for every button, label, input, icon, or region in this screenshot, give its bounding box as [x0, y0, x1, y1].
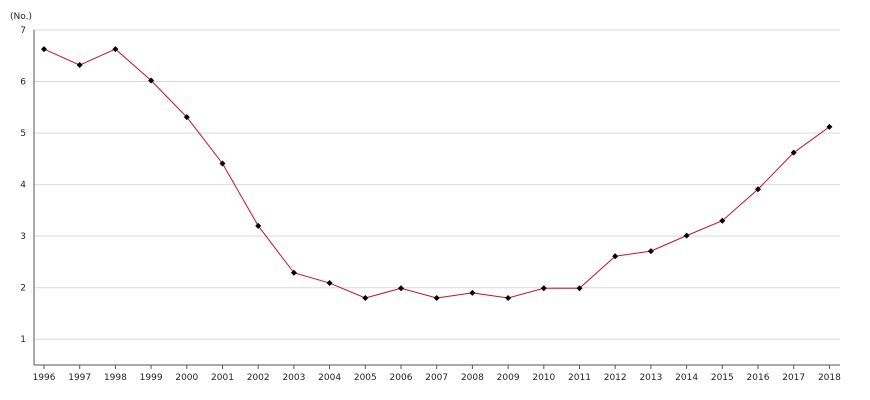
data-point	[398, 285, 404, 292]
data-point	[647, 248, 654, 255]
data-point	[41, 46, 47, 53]
x-tick-label: 1999	[140, 373, 163, 383]
data-point	[290, 269, 297, 276]
data-point	[255, 222, 262, 229]
data-point	[148, 77, 155, 84]
x-tick-label: 1997	[68, 373, 91, 383]
data-point	[433, 295, 440, 301]
data-point	[183, 114, 190, 121]
y-tick-label: 5	[20, 129, 26, 139]
x-tick-label: 2002	[247, 373, 270, 383]
y-tick-label: 7	[20, 26, 26, 36]
x-tick-label: 2013	[639, 373, 662, 383]
data-point	[826, 123, 833, 130]
gridlines	[34, 29, 840, 340]
axes	[33, 30, 840, 366]
y-tick-label: 2	[20, 284, 26, 294]
y-axis-unit-label: (No.)	[10, 12, 32, 22]
series-group	[41, 46, 833, 301]
x-tick-label: 2009	[497, 373, 520, 383]
data-point	[576, 285, 583, 292]
data-point	[540, 285, 547, 292]
x-tick-label: 2018	[818, 373, 841, 383]
y-tick-label: 1	[20, 335, 26, 345]
x-tick-label: 2001	[211, 373, 234, 383]
data-point	[683, 232, 690, 239]
x-tick-label: 2004	[318, 373, 341, 383]
x-tick-label: 2008	[461, 373, 484, 383]
data-point	[362, 295, 369, 301]
data-point	[790, 149, 797, 156]
x-tick-label: 2016	[747, 373, 770, 383]
x-tick-label: 2015	[711, 373, 734, 383]
x-tick-label: 2006	[390, 373, 413, 383]
x-tick-label: 1996	[33, 373, 56, 383]
x-tick-label: 2007	[425, 373, 448, 383]
x-tick-label: 2010	[532, 373, 555, 383]
data-point	[755, 186, 761, 193]
x-tick-label: 2011	[568, 373, 591, 383]
x-axis-ticks: 1996 1997 1998 1999 2000 2001 2002 2003 2004 2005…	[33, 365, 841, 383]
y-tick-label: 6	[20, 78, 26, 88]
y-axis-ticks: 1 2 3 4 5 6 7	[20, 26, 26, 345]
x-tick-label: 2014	[675, 373, 698, 383]
data-point	[469, 289, 476, 296]
y-tick-label: 4	[20, 181, 26, 191]
data-point	[76, 62, 83, 69]
x-tick-label: 2012	[604, 373, 627, 383]
series-line	[43, 48, 830, 299]
data-point	[326, 280, 333, 287]
data-point	[719, 217, 726, 224]
x-tick-label: 2017	[782, 373, 805, 383]
data-point	[219, 160, 226, 167]
y-tick-label: 3	[20, 232, 26, 242]
x-tick-label: 2000	[175, 373, 198, 383]
x-tick-label: 2003	[282, 373, 305, 383]
data-point	[612, 253, 619, 260]
data-point	[505, 295, 512, 301]
data-point	[112, 46, 119, 53]
x-tick-label: 1998	[104, 373, 127, 383]
x-tick-label: 2005	[354, 373, 377, 383]
